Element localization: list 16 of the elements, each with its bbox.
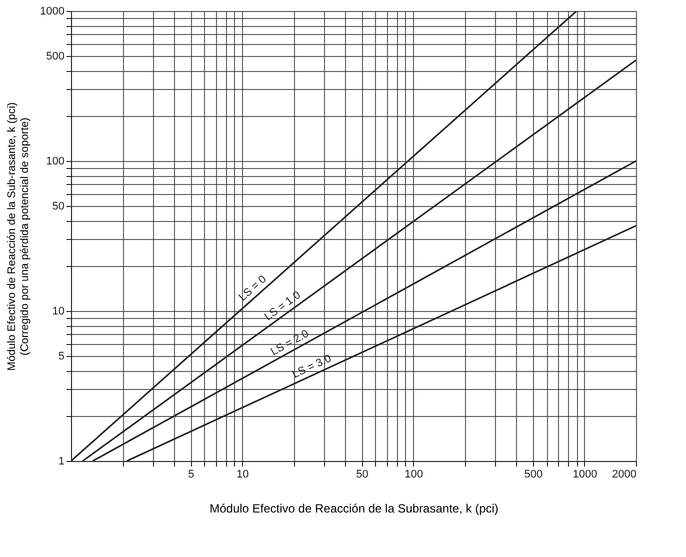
y-axis-title: Módulo Efectivo de Reacción de la Sub-rasante, k (pci) (Corregido por una pérdida potencial de soporte) [6, 102, 32, 371]
y-tick-label: 1 [58, 456, 64, 468]
y-tick-label: 50 [52, 200, 64, 213]
y-tick-label: 100 [46, 156, 64, 168]
y-tick-label: 500 [46, 50, 64, 63]
x-tick-label: 10 [236, 468, 249, 480]
x-axis-title: Módulo Efectivo de Reacción de la Subrasante, k (pci) [210, 502, 498, 516]
x-tick-label: 5 [188, 468, 194, 480]
x-tick-label: 2000 [612, 468, 636, 480]
x-tick-label: 100 [404, 468, 423, 480]
x-tick-label: 1000 [572, 468, 598, 480]
x-tick-label: 50 [356, 468, 368, 480]
y-tick-label: 10 [52, 306, 64, 318]
x-tick-label: 500 [524, 468, 543, 480]
y-tick-label: 5 [58, 350, 64, 363]
y-tick-label: 1000 [40, 6, 64, 18]
